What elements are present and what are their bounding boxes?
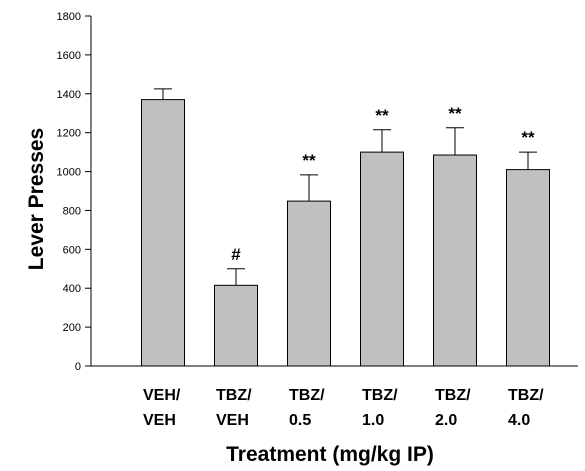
x-tick-label: 2.0 <box>435 412 457 429</box>
significance-marker: ** <box>521 128 535 147</box>
x-tick-label: TBZ/ <box>435 387 471 404</box>
x-tick-label: VEH <box>216 412 249 429</box>
y-axis-label: Lever Presses <box>25 128 48 270</box>
y-tick-label: 200 <box>63 322 81 334</box>
bar <box>141 99 185 367</box>
x-tick-label: TBZ/ <box>508 387 544 404</box>
bar <box>360 151 404 367</box>
y-tick-label: 1000 <box>57 167 81 179</box>
bar <box>433 154 477 367</box>
bars: # ** ** ** ** <box>141 88 550 367</box>
bar <box>214 284 258 367</box>
y-tick-label: 0 <box>75 361 81 373</box>
significance-marker: ** <box>375 106 389 125</box>
x-tick-label: TBZ/ <box>216 387 252 404</box>
x-tick-label: 0.5 <box>289 412 311 429</box>
bar <box>506 169 550 367</box>
x-axis-label: Treatment (mg/kg IP) <box>226 443 434 466</box>
y-tick-label: 400 <box>63 283 81 295</box>
y-axis-ticks: 0 200 400 600 800 1000 1200 1400 1600 1800 <box>57 11 91 373</box>
y-tick-label: 1800 <box>57 11 81 23</box>
bar <box>287 200 331 367</box>
significance-marker: # <box>231 245 241 264</box>
significance-marker: ** <box>448 104 462 123</box>
x-tick-label: VEH <box>143 412 176 429</box>
x-axis-tick-labels: VEH/VEH TBZ/VEH TBZ/0.5 TBZ/1.0 TBZ/2.0 TBZ/4… <box>143 387 544 429</box>
x-tick-label: 4.0 <box>508 412 530 429</box>
y-tick-label: 1200 <box>57 128 81 140</box>
y-tick-label: 1600 <box>57 50 81 62</box>
significance-marker: ** <box>302 151 316 170</box>
y-tick-label: 800 <box>63 205 81 217</box>
y-tick-label: 1400 <box>57 89 81 101</box>
x-tick-label: TBZ/ <box>362 387 398 404</box>
x-tick-label: VEH/ <box>143 387 181 404</box>
y-tick-label: 600 <box>63 244 81 256</box>
x-tick-label: 1.0 <box>362 412 384 429</box>
x-tick-label: TBZ/ <box>289 387 325 404</box>
